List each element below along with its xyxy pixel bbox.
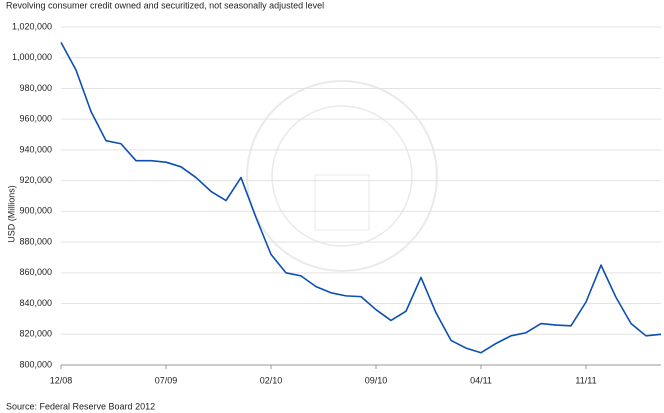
chart-title: Revolving consumer credit owned and secu… (6, 0, 324, 10)
y-axis-label: USD (Millions) (6, 185, 16, 243)
x-tick-label: 07/09 (155, 375, 178, 385)
watermark (246, 80, 438, 272)
y-tick-label: 880,000 (19, 236, 52, 246)
y-tick-label: 1,020,000 (12, 21, 52, 31)
y-tick-label: 860,000 (19, 267, 52, 277)
y-tick-label: 980,000 (19, 83, 52, 93)
x-tick-label: 12/08 (50, 375, 73, 385)
y-tick-label: 800,000 (19, 359, 52, 369)
y-tick-label: 840,000 (19, 298, 52, 308)
x-tick-label: 04/11 (470, 375, 492, 385)
x-tick-label: 09/10 (365, 375, 388, 385)
y-tick-label: 820,000 (19, 329, 52, 339)
y-tick-label: 920,000 (19, 175, 52, 185)
y-tick-label: 960,000 (19, 114, 52, 124)
line (60, 41, 662, 354)
x-tick-label: 11/11 (575, 375, 596, 385)
y-tick-label: 940,000 (19, 144, 52, 154)
source: Source: Federal Reserve Board 2012 (6, 401, 155, 411)
y-tick-label: 1,000,000 (12, 52, 52, 62)
x-tick-label: 02/10 (260, 375, 283, 385)
y-tick-label: 900,000 (19, 206, 52, 216)
